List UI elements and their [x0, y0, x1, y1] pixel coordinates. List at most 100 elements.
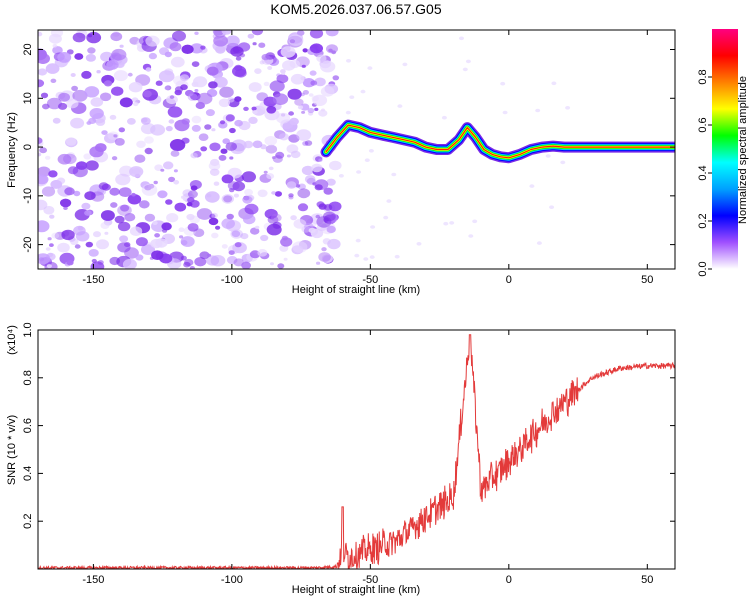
noise-blob — [72, 32, 86, 43]
noise-blob — [135, 237, 148, 247]
noise-blob — [187, 223, 199, 232]
noise-blob — [66, 98, 79, 109]
noise-blob — [128, 82, 143, 93]
noise-blob — [38, 174, 49, 185]
noise-blob — [472, 219, 478, 224]
noise-blob — [117, 221, 131, 232]
noise-blob — [326, 44, 338, 54]
x-tick-label: 0 — [506, 574, 512, 586]
noise-blob — [110, 202, 118, 208]
noise-blob — [106, 60, 119, 70]
noise-blob — [307, 107, 315, 114]
noise-blob — [292, 241, 308, 254]
noise-blob — [286, 181, 297, 189]
noise-blob — [42, 103, 50, 110]
noise-blob — [140, 123, 156, 135]
noise-blob — [252, 42, 257, 46]
noise-blob — [314, 107, 319, 111]
noise-blob — [151, 250, 164, 260]
noise-blob — [191, 81, 199, 88]
noise-blob — [257, 249, 268, 257]
noise-blob — [449, 221, 455, 225]
noise-blob — [255, 225, 260, 230]
colorbar-label: Normalized spectral amplitude — [737, 76, 749, 224]
noise-blob — [190, 152, 198, 159]
noise-blob — [145, 35, 160, 47]
noise-blob — [131, 192, 136, 197]
noise-blob — [535, 108, 541, 113]
noise-blob — [213, 35, 229, 47]
noise-blob — [244, 188, 254, 196]
x-tick-label: 0 — [506, 274, 512, 286]
noise-blob — [243, 140, 254, 149]
noise-blob — [150, 238, 163, 249]
noise-blob — [258, 42, 266, 48]
noise-blob — [248, 82, 262, 93]
noise-blob — [86, 31, 102, 44]
noise-blob — [64, 187, 75, 196]
noise-blob — [47, 237, 52, 241]
snr-frame — [37, 329, 676, 570]
noise-blob — [281, 72, 286, 75]
noise-blob — [267, 66, 273, 70]
noise-blob — [38, 152, 42, 157]
noise-blob — [301, 110, 306, 114]
noise-blob — [233, 258, 244, 267]
noise-blob — [218, 154, 227, 161]
noise-blob — [215, 225, 221, 230]
noise-blob — [329, 160, 342, 171]
colorbar-tick-label: 0.8 — [697, 69, 709, 84]
noise-blob — [259, 60, 265, 65]
y-tick-label: 0.4 — [22, 466, 34, 481]
noise-blob — [181, 44, 194, 54]
y-tick-label: 10 — [22, 92, 34, 104]
noise-blob — [39, 147, 47, 154]
noise-blob — [196, 208, 213, 220]
noise-blob — [154, 233, 161, 238]
noise-blob — [152, 220, 158, 225]
noise-blob — [124, 213, 136, 222]
noise-blob — [241, 171, 256, 183]
noise-blob — [459, 36, 464, 41]
noise-blob — [297, 203, 309, 212]
noise-blob — [60, 198, 72, 208]
noise-blob — [191, 61, 200, 67]
noise-blob — [167, 106, 183, 118]
noise-blob — [308, 227, 316, 234]
noise-blob — [186, 213, 195, 221]
noise-blob — [96, 239, 109, 250]
ridge-core — [325, 124, 675, 159]
noise-blob — [300, 103, 310, 111]
noise-blob — [225, 114, 235, 122]
noise-blob — [301, 165, 314, 176]
noise-blob — [560, 160, 566, 165]
colorbar-ticks: 0.0 0.2 0.4 0.6 0.8 — [697, 69, 712, 277]
noise-blob — [183, 261, 191, 268]
noise-blob — [189, 266, 195, 269]
noise-blob — [101, 130, 108, 136]
noise-blob — [465, 59, 471, 64]
noise-blob — [316, 261, 321, 265]
noise-blob — [38, 53, 50, 64]
noise-blob — [72, 89, 88, 102]
noise-blob — [57, 52, 72, 63]
noise-blob — [199, 251, 210, 260]
spectrogram-y-ticks: -20 -10 0 10 20 — [22, 43, 675, 253]
x-tick-label: -100 — [221, 574, 243, 586]
noise-blob — [190, 185, 198, 191]
spectrogram-frame — [37, 29, 676, 270]
noise-blob — [549, 205, 555, 209]
noise-blob — [326, 178, 336, 186]
noise-blob — [109, 187, 120, 196]
noise-blob — [231, 230, 241, 238]
noise-blob — [61, 229, 75, 241]
snr-plot-area — [38, 330, 675, 569]
noise-blob — [169, 95, 175, 99]
noise-blob — [219, 86, 234, 98]
noise-blob — [272, 93, 289, 105]
noise-blob — [155, 80, 163, 86]
noise-blob — [187, 197, 195, 203]
spectrogram-y-label: Frequency (Hz) — [6, 112, 18, 188]
noise-blob — [127, 72, 133, 77]
noise-blob — [86, 121, 92, 125]
